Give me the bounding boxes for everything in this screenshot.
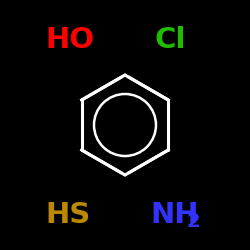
Text: HO: HO	[45, 26, 94, 54]
Text: NH: NH	[150, 201, 198, 229]
Text: 2: 2	[186, 212, 200, 231]
Text: Cl: Cl	[155, 26, 186, 54]
Text: HS: HS	[45, 201, 90, 229]
